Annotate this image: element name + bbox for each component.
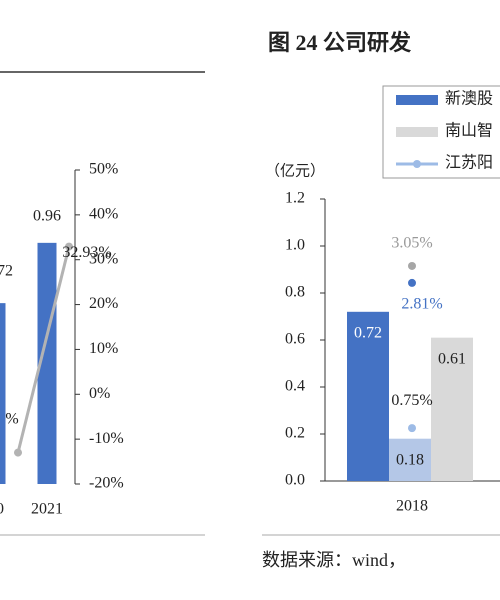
bar [431,337,473,481]
legend-label: 江苏阳 [445,154,493,172]
bar-label: 0.18 [396,451,424,468]
y-tick-label: 0.4 [285,378,305,395]
legend-box [382,85,500,179]
y2-tick-label: -20% [89,475,124,492]
y2-tick-label: 10% [89,340,118,357]
bar [389,438,431,481]
source: 数据来源：wind， [262,550,406,570]
y2-tick-label: 50% [89,161,118,178]
point [408,424,416,433]
bar-label: 0.72 [354,324,382,341]
annotation: 72 [0,263,13,280]
point [14,448,22,457]
line [16,246,71,453]
y-tick-label: 1.2 [285,190,305,207]
y-tick-label: 0.0 [285,472,305,489]
point-label: 0.75% [391,392,432,409]
x-tick-label: 2021 [31,501,63,518]
legend-swatch [396,127,438,137]
point [408,261,416,270]
x-tick-label: 20 [0,501,4,518]
y2-tick-label: 20% [89,295,118,312]
y-tick-label: 0.6 [285,331,305,348]
y-tick-label: 0.8 [285,284,305,301]
bar-label: 0.61 [438,350,466,367]
y2-tick-label: 40% [89,206,118,223]
y-tick-label: 0.2 [285,425,305,442]
legend-swatch [413,160,421,168]
point-label: 32.93% [62,244,111,261]
bar [0,303,6,484]
point-label: 3.05% [391,235,432,252]
y-axis-label: （亿元） [265,162,325,179]
legend-swatch [396,95,438,105]
legend-label: 新澳股 [445,90,493,108]
chart-title: 图 24 公司研发 [268,30,412,55]
bar [347,311,389,481]
legend-label: 南山智 [445,122,493,140]
bar-label: 0.96 [33,208,61,225]
y2-tick-label: -10% [89,430,124,447]
point [408,278,416,287]
point [65,242,73,251]
y-tick-label: 1.0 [285,237,305,254]
y2-tick-label: 0% [89,385,110,402]
y2-tick-label: 30% [89,250,118,267]
point-label: 2.81% [401,296,442,313]
bar [37,242,57,484]
x-tick-label: 2018 [396,498,428,515]
